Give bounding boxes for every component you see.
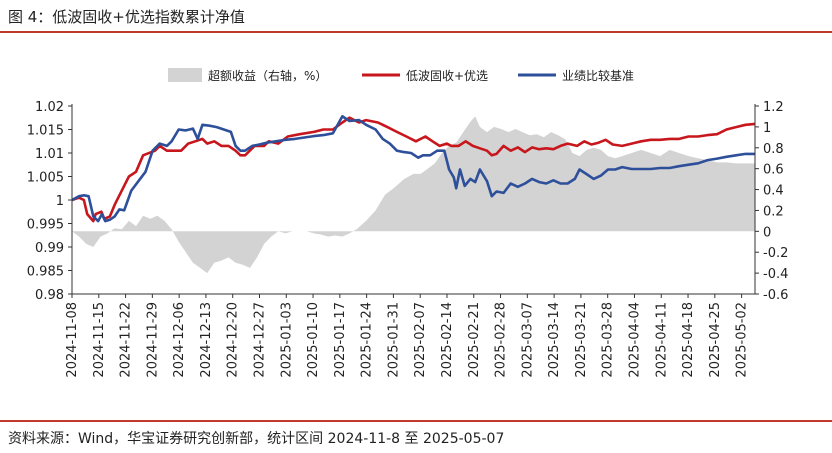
y-left-tick-label: 1.02: [35, 100, 64, 115]
legend-label-excess: 超额收益（右轴，%）: [208, 68, 327, 83]
x-tick-label: 2025-04-04: [627, 302, 642, 378]
x-tick-label: 2025-04-18: [681, 302, 696, 378]
x-tick-label: 2025-01-03: [279, 302, 294, 378]
y-right-tick-label: 0.2: [763, 204, 784, 219]
x-tick-label: 2025-02-14: [440, 302, 455, 378]
y-right-tick-label: 1.2: [763, 100, 784, 115]
x-tick-label: 2025-05-02: [735, 302, 750, 378]
x-tick-label: 2024-12-20: [226, 302, 241, 378]
line-layer: [71, 115, 756, 223]
x-tick-label: 2024-11-22: [119, 302, 134, 378]
figure-title: 图 4：低波固收+优选指数累计净值: [8, 8, 245, 26]
y-right-tick-label: -0.6: [763, 288, 788, 303]
axes-layer: 1.02 1.015 1.01 1.005 1 0.995 0.99 0.985 0.98 1.2…: [27, 100, 789, 378]
y-right-tick-label: 1: [763, 121, 771, 136]
x-tick-label: 2025-02-28: [494, 302, 509, 378]
y-left-tick-label: 1.015: [27, 124, 64, 139]
excess-area-layer: [72, 116, 755, 274]
legend: 超额收益（右轴，%） 低波固收+优选 业绩比较基准: [168, 68, 634, 83]
x-tick-label: 2025-03-07: [520, 302, 535, 378]
x-tick-label: 2024-11-15: [92, 302, 107, 378]
y-left-tick-label: 0.99: [35, 241, 64, 256]
legend-swatch-excess: [168, 68, 202, 82]
bottom-rule: [0, 420, 832, 422]
x-tick-label: 2025-02-07: [413, 302, 428, 378]
x-tick-label: 2025-01-10: [306, 302, 321, 378]
x-tick-label: 2025-01-24: [360, 302, 375, 378]
x-tick-label: 2025-03-28: [601, 302, 616, 378]
y-left-tick-label: 1.005: [27, 171, 64, 186]
y-left-tick-label: 0.98: [35, 288, 64, 303]
y-left-tick-label: 1: [56, 194, 64, 209]
x-tick-label: 2024-12-06: [172, 302, 187, 378]
y-right-tick-label: -0.4: [763, 267, 788, 282]
y-right-tick-label: -0.2: [763, 246, 788, 261]
chart-svg: 超额收益（右轴，%） 低波固收+优选 业绩比较基准 1.021.0151.011…: [27, 68, 789, 378]
x-tick-label: 2025-03-21: [574, 302, 589, 378]
x-tick-label: 2025-04-25: [708, 302, 723, 378]
y-right-tick-label: 0.6: [763, 163, 784, 178]
x-tick-label: 2025-01-31: [386, 302, 401, 378]
x-tick-label: 2024-11-29: [145, 302, 160, 378]
source-note: 资料来源：Wind，华宝证券研究创新部，统计区间 2024-11-8 至 202…: [8, 431, 505, 447]
y-left-tick-label: 1.01: [35, 147, 64, 162]
x-tick-label: 2025-01-17: [333, 302, 348, 378]
x-tick-label: 2024-11-08: [65, 302, 80, 378]
excess-return-area: [72, 116, 755, 274]
x-tick-label: 2025-03-14: [547, 302, 562, 378]
y-right-tick-label: 0: [763, 225, 771, 240]
y-left-tick-label: 0.995: [27, 218, 64, 233]
legend-label-benchmark: 业绩比较基准: [562, 68, 634, 83]
x-tick-label: 2024-12-13: [199, 302, 214, 378]
y-right-tick-label: 0.4: [763, 184, 784, 199]
x-tick-label: 2024-12-27: [252, 302, 267, 378]
legend-label-index: 低波固收+优选: [406, 69, 488, 83]
index-line: [71, 116, 756, 223]
top-rule: [0, 31, 832, 33]
x-tick-label: 2025-02-21: [467, 302, 482, 378]
benchmark-line: [71, 115, 755, 223]
x-tick-label: 2025-04-11: [654, 302, 669, 378]
y-right-tick-label: 0.8: [763, 142, 784, 157]
y-left-tick-label: 0.985: [27, 265, 64, 280]
